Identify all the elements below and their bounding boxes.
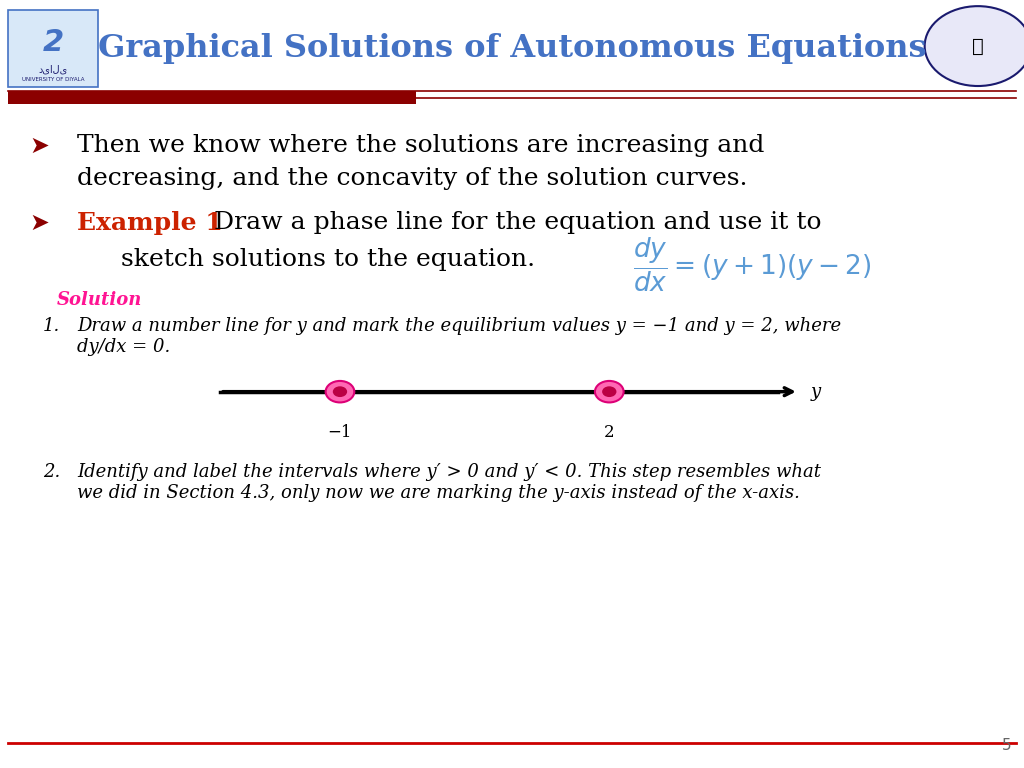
Text: $\dfrac{dy}{dx} = (y + 1)(y - 2)$: $\dfrac{dy}{dx} = (y + 1)(y - 2)$ — [633, 236, 871, 294]
FancyBboxPatch shape — [8, 10, 98, 87]
Text: decreasing, and the concavity of the solution curves.: decreasing, and the concavity of the sol… — [77, 167, 748, 190]
Ellipse shape — [595, 381, 624, 402]
Text: 5: 5 — [1002, 737, 1012, 753]
Text: Identify and label the intervals where y′ > 0 and y′ < 0. This step resembles wh: Identify and label the intervals where y… — [77, 463, 821, 482]
Text: ➤: ➤ — [29, 210, 49, 235]
Ellipse shape — [326, 381, 354, 402]
Text: UNIVERSITY OF DIYALA: UNIVERSITY OF DIYALA — [22, 77, 85, 81]
Ellipse shape — [602, 386, 616, 397]
Text: Example 1: Example 1 — [77, 210, 222, 235]
Text: ➤: ➤ — [29, 134, 49, 158]
Circle shape — [925, 6, 1024, 86]
Text: Graphical Solutions of Autonomous Equations: Graphical Solutions of Autonomous Equati… — [97, 33, 927, 64]
Text: 1.: 1. — [43, 317, 60, 336]
Bar — [8, 91, 416, 104]
Text: dy/dx = 0.: dy/dx = 0. — [77, 338, 170, 356]
Text: 🏛: 🏛 — [972, 37, 984, 55]
Text: we did in Section 4.3, only now we are marking the y-axis instead of the x-axis.: we did in Section 4.3, only now we are m… — [77, 484, 800, 502]
Text: دیالى: دیالى — [39, 64, 68, 74]
Text: y: y — [811, 382, 821, 401]
Text: Solution: Solution — [56, 290, 141, 309]
Text: Draw a phase line for the equation and use it to: Draw a phase line for the equation and u… — [198, 211, 821, 234]
Text: 2: 2 — [43, 28, 63, 57]
Text: Draw a number line for y and mark the equilibrium values y = −1 and y = 2, where: Draw a number line for y and mark the eq… — [77, 317, 841, 336]
Ellipse shape — [333, 386, 347, 397]
Text: −1: −1 — [328, 424, 352, 441]
Text: 2.: 2. — [43, 463, 60, 482]
Text: 2: 2 — [604, 424, 614, 441]
Text: sketch solutions to the equation.: sketch solutions to the equation. — [121, 248, 535, 271]
Text: Then we know where the solutions are increasing and: Then we know where the solutions are inc… — [77, 134, 764, 157]
